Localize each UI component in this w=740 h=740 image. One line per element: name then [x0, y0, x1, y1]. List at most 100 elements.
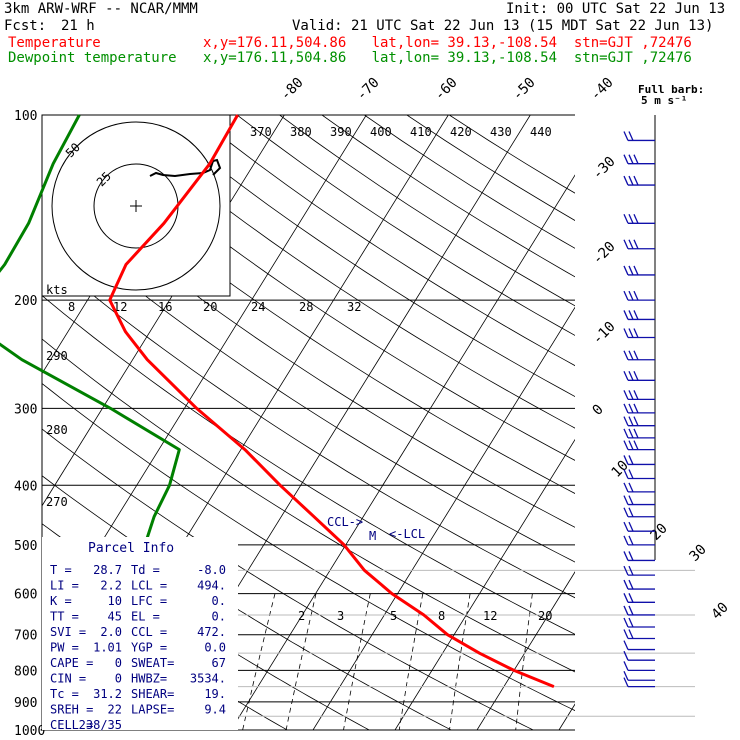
isotherm-label: -30: [590, 154, 619, 183]
theta-label: 440: [530, 125, 552, 139]
m-marker: M: [369, 529, 376, 543]
parcel-field-label: LI =: [50, 579, 79, 593]
wind-barb-flag: [633, 416, 639, 426]
parcel-field-label: SVI =: [50, 625, 86, 639]
mixing-ratio-line: [515, 593, 533, 731]
wind-barb-flag: [628, 390, 634, 400]
parcel-field-value: 238/35: [79, 718, 122, 732]
parcel-info-panel: [42, 537, 238, 730]
ccl-marker: CCL->: [327, 515, 363, 529]
theta-label: 290: [46, 349, 68, 363]
hodograph-ring-outer: [51, 121, 221, 291]
wind-barb-flag: [623, 154, 629, 164]
isotherm: [476, 571, 575, 730]
mixing-ratio-label: 3: [337, 609, 344, 623]
wind-barb-flag: [628, 579, 634, 590]
pressure-label: 700: [14, 629, 37, 644]
isotherm-label: -60: [432, 75, 461, 104]
isotherm-label: -40: [588, 75, 617, 104]
model-title: 3km ARW-WRF -- NCAR/MMM: [4, 1, 198, 17]
wind-barb-flag: [623, 551, 629, 561]
dry-adiabat: [406, 115, 575, 221]
wind-barb-flag: [623, 565, 629, 576]
wind-barb-flag: [628, 521, 634, 532]
wind-barb-flag: [633, 403, 639, 414]
parcel-field-value: 22: [108, 703, 122, 717]
wind-barb-flag: [628, 403, 634, 414]
pressure-label: 900: [14, 696, 37, 711]
theta-label: 280: [46, 423, 68, 437]
wind-barb-flag: [628, 265, 634, 276]
parcel-field-value: 0: [115, 656, 122, 670]
wind-barb-flag: [623, 629, 629, 639]
hodo-speed-label: 12: [113, 300, 127, 314]
dry-adiabat: [449, 115, 575, 194]
parcel-field-label: CCL =: [131, 625, 167, 639]
wind-barb-flag: [623, 310, 629, 320]
mixing-ratio-line: [398, 593, 424, 731]
wind-barb-flag: [628, 495, 634, 505]
temperature-legend: Temperature: [8, 35, 101, 51]
parcel-field-label: SHEAR=: [131, 687, 174, 701]
wind-barb-flag: [623, 677, 629, 687]
wind-barb-flag: [623, 328, 629, 338]
mixing-ratio-line: [449, 593, 471, 731]
wind-barb-flag: [628, 565, 634, 576]
mixing-ratio-label: 12: [483, 609, 497, 623]
wind-barb-flag: [628, 617, 634, 628]
forecast-hours: 21 h: [61, 18, 95, 34]
wind-barb-flag: [628, 629, 634, 639]
wind-barb-flag: [628, 605, 634, 616]
theta-label: 400: [370, 125, 392, 139]
wind-barb-flag: [623, 290, 629, 301]
forecast-label: Fcst:: [4, 18, 47, 34]
wind-barb-flag: [623, 670, 629, 681]
theta-label: 370: [250, 125, 272, 139]
wind-barb-flag: [633, 390, 639, 400]
parcel-field-label: TT =: [50, 610, 79, 624]
isotherm-label: 10: [609, 458, 632, 481]
parcel-field-label: LFC =: [131, 594, 167, 608]
pressure-label: 500: [14, 539, 37, 554]
parcel-field-value: 2.2: [100, 579, 122, 593]
wind-barb-flag: [623, 214, 629, 224]
isotherm: [230, 174, 575, 730]
isotherm-label: -50: [510, 75, 539, 104]
parcel-field-label: Td =: [131, 563, 160, 577]
parcel-field-label: Tc =: [50, 687, 79, 701]
wind-barb-flag: [628, 371, 634, 381]
wind-barb-flag: [628, 593, 634, 603]
parcel-field-label: LAPSE=: [131, 703, 174, 717]
hodo-speed-label: 20: [203, 300, 217, 314]
parcel-field-label: CELL =: [50, 718, 93, 732]
wind-barb-flag: [623, 440, 629, 450]
wind-key-units: 5 m s⁻¹: [641, 94, 687, 107]
mixing-ratio-label: 20: [538, 609, 552, 623]
parcel-field-value: 19.: [204, 687, 226, 701]
parcel-field-label: SWEAT=: [131, 656, 174, 670]
wind-barb-flag: [633, 328, 639, 338]
valid-time: Valid: 21 UTC Sat 22 Jun 13 (15 MDT Sat …: [292, 18, 714, 34]
parcel-field-value: 1.01: [93, 641, 122, 655]
pressure-label: 100: [14, 109, 37, 124]
parcel-field-value: 0.: [212, 594, 226, 608]
wind-barb-flag: [628, 310, 634, 320]
wind-barb-flag: [633, 440, 639, 450]
parcel-field-label: PW =: [50, 641, 79, 655]
wind-barb-flag: [623, 455, 629, 465]
mixing-ratio-line: [285, 593, 317, 731]
hodo-speed-label: 32: [347, 300, 361, 314]
dry-adiabat: [321, 115, 575, 278]
wind-barb-flag: [628, 455, 634, 465]
pressure-label: 400: [14, 479, 37, 494]
theta-label: 410: [410, 125, 432, 139]
isotherm: [394, 438, 575, 730]
dry-adiabat: [194, 115, 575, 367]
wind-barb-flag: [628, 469, 634, 479]
wind-barb-flag: [628, 214, 634, 224]
wind-barb-flag: [628, 428, 634, 439]
wind-barb-flag: [628, 551, 634, 561]
wind-barb-flag: [623, 507, 629, 517]
